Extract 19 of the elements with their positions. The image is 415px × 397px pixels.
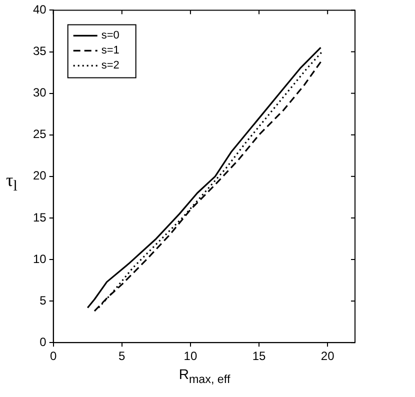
x-axis-title: R$_{max, eff}$ — [178, 366, 232, 386]
legend-label: s=1 — [101, 44, 120, 57]
y-tick-label: 15 — [32, 210, 47, 224]
legend-label: s=0 — [101, 30, 120, 42]
x-tick-label: 10 — [184, 349, 198, 364]
x-tick-label: 0 — [50, 349, 58, 364]
y-tick-label: 30 — [32, 86, 47, 100]
legend-label: s=2 — [101, 60, 120, 72]
x-tick-label: 15 — [252, 349, 266, 364]
y-tick-label: 5 — [40, 293, 47, 308]
y-tick-label: 25 — [32, 127, 47, 142]
y-tick-label: 40 — [32, 2, 47, 17]
y-tick-label: 10 — [32, 252, 47, 266]
x-tick-label: 20 — [320, 349, 335, 364]
y-tick-label: 35 — [32, 44, 47, 58]
x-tick-label: 5 — [118, 349, 126, 364]
y-tick-label: 0 — [40, 334, 47, 349]
y-axis-title: τ$_{l}$ — [6, 170, 18, 196]
y-tick-label: 20 — [32, 168, 47, 183]
